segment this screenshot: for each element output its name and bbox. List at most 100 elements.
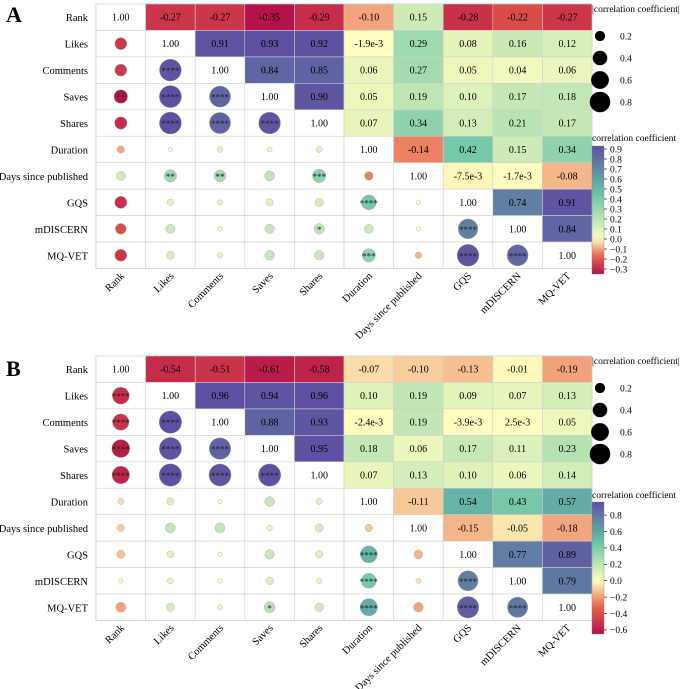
significance-stars: **** [459,577,478,587]
cell-value-label: -0.11 [408,497,428,508]
heat-cell [294,435,345,463]
size-legend-label: 0.8 [620,99,632,109]
correlation-circle [114,63,127,77]
cell-value-label: -0.13 [458,365,479,376]
cell-value-label: -0.51 [210,365,231,376]
column-label: Rank [103,622,127,646]
heat-cell [393,514,444,542]
significance-stars: **** [360,577,379,587]
panel-a-row-labels: Rank Likes Comments Saves Shares Duration Days… [0,13,89,262]
cell-value-label: 1.00 [410,171,428,182]
heat-cell [492,83,543,111]
color-legend-tick-label: 0.3 [610,205,622,215]
correlation-circle [159,85,182,108]
cell-value-label: -0.61 [259,365,280,376]
column-label: GQS [451,271,474,294]
significance-stars: * [267,603,272,613]
column-label: mDISCERN [478,623,524,669]
cell-value-label: 0.29 [410,39,428,50]
heat-cell [95,355,146,383]
heat-cell [492,3,543,31]
correlation-circle [456,244,480,267]
correlation-circle [166,198,174,206]
cell-value-label: -0.58 [309,365,330,376]
cell-value-label: 1.00 [558,251,576,262]
heat-cell [542,408,593,436]
row-label: Likes [65,40,88,51]
correlation-circle [116,550,126,559]
cell-value-label: 0.84 [261,66,279,77]
heat-cell [542,355,593,383]
cell-value-label: 0.21 [509,119,527,130]
cell-value-label: 1.00 [261,444,279,455]
row-label: MQ-VET [47,251,88,262]
heat-cell [492,109,543,137]
heat-cell [492,514,543,542]
heat-cell [542,215,593,243]
color-legend-tick-label: 0.6 [610,175,622,185]
heat-cell [393,162,444,190]
row-label: Duration [51,145,89,156]
size-legend-label: 0.2 [620,385,632,395]
color-legend-tick-label: −0.1 [610,245,627,255]
heat-cell [492,408,543,436]
correlation-circle [114,116,128,130]
cell-value-label: 0.17 [459,444,477,455]
panel-b-letter: B [6,356,21,381]
row-label: Shares [60,119,88,130]
significance-stars: **** [161,119,180,129]
significance-stars: **** [161,93,180,103]
color-legend-tick-label: −0.4 [610,610,627,620]
correlation-circle [217,604,223,611]
heat-cell [442,382,494,410]
row-label: Rank [66,13,89,24]
cell-value-label: -0.22 [507,13,528,24]
column-label: Shares [298,271,326,299]
heat-cell [542,109,593,137]
correlation-circle [456,596,480,619]
color-legend-tick-label: 0.2 [610,561,622,571]
heat-cell [393,30,444,58]
circle-cell [393,215,444,243]
significance-stars: **** [211,445,230,455]
heat-cell [542,30,593,58]
heat-cell [492,30,543,58]
cell-value-label: -0.14 [408,145,429,156]
column-label: Saves [251,623,276,648]
heat-cell [393,461,444,489]
correlation-circle [117,498,125,505]
correlation-circle [414,251,422,259]
correlation-circle [208,463,232,487]
correlation-circle [364,523,373,532]
significance-stars: *** [362,251,376,261]
correlation-circle [361,248,376,263]
cell-value-label: 0.54 [459,497,477,508]
row-label: GQS [67,550,88,561]
cell-value-label: 1.00 [509,224,527,235]
cell-value-label: 1.00 [558,603,576,614]
cell-value-label: -0.15 [458,523,479,534]
heat-cell [294,3,345,31]
correlation-circle [118,578,124,584]
circle-cell [95,56,146,84]
cell-value-label: -0.07 [358,365,379,376]
correlation-circle [217,226,223,232]
heat-cell [194,382,246,410]
cell-value-label: 0.93 [310,418,328,429]
size-legend-label: 0.4 [620,55,632,65]
cell-value-label: 0.13 [459,119,477,130]
significance-stars: ** [116,93,126,103]
cell-value-label: 1.00 [509,576,527,587]
color-legend-tick-label: 0.4 [610,544,622,554]
heat-cell [393,382,444,410]
column-label: Saves [251,271,276,296]
correlation-circle [166,550,175,559]
correlation-circle [258,111,281,135]
heat-cell [542,135,593,164]
significance-stars: *** [312,172,326,182]
heat-cell [145,355,196,383]
cell-value-label: -0.10 [358,13,379,24]
correlation-circle [114,249,127,262]
cell-value-label: 1.00 [211,66,229,77]
heat-cell [244,435,295,463]
